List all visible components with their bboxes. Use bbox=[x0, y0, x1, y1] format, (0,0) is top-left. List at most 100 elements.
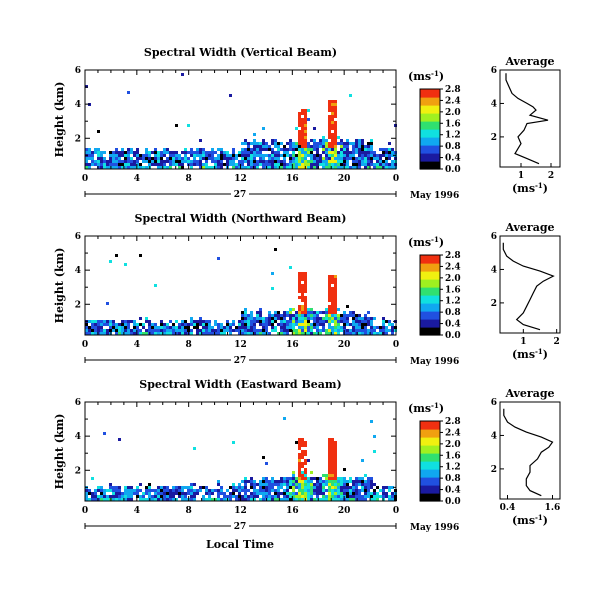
x-tick-label: 20 bbox=[338, 174, 351, 184]
average-x-label: (ms-1) bbox=[512, 513, 548, 527]
colorbar-tick-label: 1.2 bbox=[445, 131, 461, 141]
average-title: Average bbox=[504, 221, 554, 234]
colorbar-tick-label: 0.4 bbox=[445, 486, 461, 496]
colorbar-tick-label: 2.4 bbox=[445, 428, 461, 438]
average-x-tick-label: 0.4 bbox=[500, 503, 516, 513]
colorbar-unit: (ms-1) bbox=[408, 69, 444, 83]
average-profile: Average 2 4 6 1 2 (ms-1) bbox=[491, 221, 561, 361]
x-tick-label: 4 bbox=[134, 340, 140, 350]
y-axis-label: Height (km) bbox=[53, 248, 66, 324]
y-tick-label: 6 bbox=[75, 66, 81, 76]
x-tick-label: 4 bbox=[134, 506, 140, 516]
y-tick-label: 2 bbox=[75, 300, 81, 310]
y-axis: 2 4 6 Height (km) bbox=[53, 398, 396, 489]
average-title: Average bbox=[504, 387, 554, 400]
y-tick-label: 2 bbox=[75, 466, 81, 476]
panel-2: Spectral Width (Northward Beam)0 4 8 12 16 20… bbox=[53, 212, 561, 367]
x-tick-label: 12 bbox=[234, 174, 247, 184]
average-y-tick-label: 4 bbox=[491, 431, 497, 441]
average-title: Average bbox=[504, 55, 554, 68]
colorbar-tick-label: 2.4 bbox=[445, 96, 461, 106]
average-y-tick-label: 4 bbox=[491, 265, 497, 275]
average-y-tick-label: 6 bbox=[491, 232, 497, 242]
average-x-label: (ms-1) bbox=[512, 347, 548, 361]
x-tick-label: 16 bbox=[286, 174, 299, 184]
x-tick-label: 0 bbox=[393, 340, 399, 350]
colorbar-tick-label: 2.8 bbox=[445, 417, 461, 427]
average-profile: Average 2 4 6 0.4 1.6(ms-1) bbox=[491, 387, 561, 527]
colorbar-tick-label: 2.0 bbox=[445, 274, 461, 284]
y-axis-label: Height (km) bbox=[53, 82, 66, 158]
x-tick-label: 0 bbox=[82, 340, 88, 350]
day-label: 27 bbox=[234, 356, 247, 366]
x-tick-label: 8 bbox=[186, 174, 192, 184]
average-x-tick-label: 2 bbox=[554, 337, 560, 347]
colorbar-frame bbox=[419, 254, 441, 336]
x-tick-label: 12 bbox=[234, 506, 247, 516]
average-x-label: (ms-1) bbox=[512, 181, 548, 195]
day-label: 27 bbox=[234, 190, 247, 200]
colorbar-tick-label: 1.2 bbox=[445, 463, 461, 473]
average-frame bbox=[499, 401, 561, 500]
heatmap-cells bbox=[85, 417, 397, 501]
colorbar: 0.00.4 0.81.2 1.62.0 2.42.8(ms-1) bbox=[408, 235, 461, 341]
panel-title: Spectral Width (Vertical Beam) bbox=[144, 46, 337, 59]
x-axis: 0 4 8 12 16 20 0 27 May 1996 bbox=[82, 70, 459, 201]
y-tick-label: 4 bbox=[75, 100, 81, 110]
panel-title: Spectral Width (Eastward Beam) bbox=[139, 378, 341, 391]
average-y-tick-label: 2 bbox=[491, 465, 497, 475]
colorbar-tick-label: 0.4 bbox=[445, 320, 461, 330]
average-x-tick-label: 1 bbox=[518, 171, 524, 181]
colorbar-tick-label: 2.0 bbox=[445, 440, 461, 450]
x-tick-label: 4 bbox=[134, 174, 140, 184]
colorbar: 0.00.4 0.81.2 1.62.0 2.42.8(ms-1) bbox=[408, 69, 461, 175]
colorbar-tick-label: 0.0 bbox=[445, 165, 461, 175]
x-axis: 0 4 8 12 16 20 0 27 May 1996 bbox=[82, 236, 459, 367]
colorbar-tick-label: 0.8 bbox=[445, 308, 461, 318]
colorbar-tick-label: 0.0 bbox=[445, 331, 461, 341]
y-axis: 2 4 6 Height (km) bbox=[53, 66, 396, 157]
heatmap-cells bbox=[85, 248, 397, 335]
x-tick-label: 0 bbox=[82, 174, 88, 184]
colorbar-tick-label: 0.0 bbox=[445, 497, 461, 507]
average-y-tick-label: 2 bbox=[491, 299, 497, 309]
y-axis-label: Height (km) bbox=[53, 414, 66, 490]
average-y-tick-label: 6 bbox=[491, 66, 497, 76]
colorbar: 0.00.4 0.81.2 1.62.0 2.42.8(ms-1) bbox=[408, 401, 461, 507]
x-tick-label: 0 bbox=[393, 174, 399, 184]
colorbar-tick-label: 0.8 bbox=[445, 142, 461, 152]
y-tick-label: 6 bbox=[75, 232, 81, 242]
colorbar-tick-label: 1.6 bbox=[445, 451, 461, 461]
y-tick-label: 4 bbox=[75, 432, 81, 442]
panel-3: Spectral Width (Eastward Beam) 0 4 8 12 16 20 0… bbox=[53, 378, 561, 533]
colorbar-tick-label: 2.0 bbox=[445, 108, 461, 118]
colorbar-tick-label: 0.4 bbox=[445, 154, 461, 164]
average-profile-line bbox=[505, 73, 549, 165]
x-tick-label: 0 bbox=[393, 506, 399, 516]
colorbar-tick-label: 2.8 bbox=[445, 85, 461, 95]
colorbar-tick-label: 1.6 bbox=[445, 285, 461, 295]
panel-title: Spectral Width (Northward Beam) bbox=[135, 212, 347, 225]
average-y-tick-label: 6 bbox=[491, 398, 497, 408]
date-label: May 1996 bbox=[410, 523, 459, 533]
colorbar-tick-label: 1.6 bbox=[445, 119, 461, 129]
x-tick-label: 8 bbox=[186, 340, 192, 350]
x-tick-label: 20 bbox=[338, 506, 351, 516]
average-x-tick-label: 1 bbox=[520, 337, 526, 347]
x-axis: 0 4 8 12 16 20 0 27 May 1996 bbox=[82, 402, 459, 533]
average-x-tick-label: 2 bbox=[548, 171, 554, 181]
average-profile-line bbox=[503, 408, 554, 497]
heatmap-cells bbox=[85, 73, 397, 169]
x-tick-label: 8 bbox=[186, 506, 192, 516]
colorbar-frame bbox=[419, 88, 441, 170]
x-tick-label: 16 bbox=[286, 340, 299, 350]
colorbar-tick-label: 2.8 bbox=[445, 251, 461, 261]
x-tick-label: 16 bbox=[286, 506, 299, 516]
average-profile-line bbox=[502, 242, 555, 331]
x-tick-label: 12 bbox=[234, 340, 247, 350]
colorbar-unit: (ms-1) bbox=[408, 401, 444, 415]
y-tick-label: 2 bbox=[75, 134, 81, 144]
day-label: 27 bbox=[234, 522, 247, 532]
